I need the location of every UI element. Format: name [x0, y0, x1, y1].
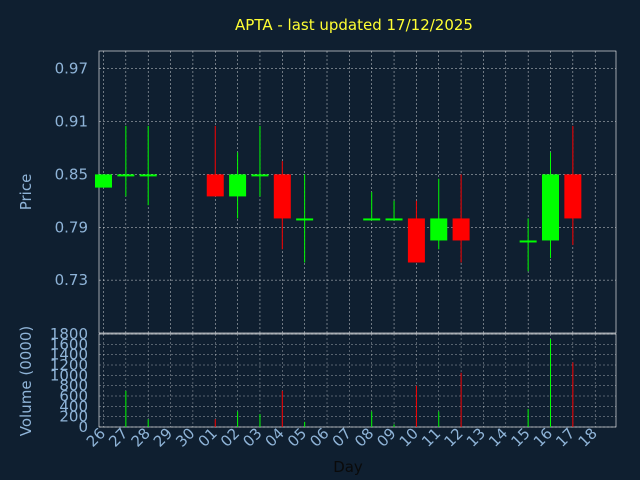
volume-tick-label: 1000	[50, 366, 88, 384]
volume-tick-label: 600	[59, 387, 88, 405]
candle-body	[363, 218, 381, 221]
volume-tick-label: 200	[59, 408, 88, 426]
candle-body	[519, 240, 537, 243]
candle-body	[251, 174, 269, 177]
price-tick-label: 0.73	[55, 271, 88, 289]
candle-body	[229, 174, 247, 197]
candle-body	[542, 174, 559, 241]
volume-tick-label: 1800	[50, 325, 88, 343]
candle-body	[564, 174, 582, 219]
volume-tick-label: 400	[59, 397, 88, 415]
day-tick-label: 18	[575, 424, 601, 450]
candles	[95, 125, 582, 272]
volume-panel	[98, 333, 617, 428]
price-tick-labels: 0.97 0.91 0.85 0.79 0.73	[55, 60, 88, 290]
candle-body	[139, 174, 157, 177]
grid-lines	[99, 51, 616, 428]
day-tick-labels: 2627282930010203040506070809101112131415…	[83, 424, 601, 450]
candle-body	[385, 218, 403, 221]
x-axis-label: Day	[333, 458, 363, 476]
candle-body	[273, 174, 291, 219]
chart-title: APTA - last updated 17/12/2025	[235, 16, 473, 34]
price-tick-label: 0.85	[55, 165, 88, 183]
price-tick-label: 0.91	[55, 113, 88, 131]
price-panel	[98, 50, 617, 334]
volume-tick-label: 1400	[50, 346, 88, 364]
volume-axis-label: Volume (0000)	[17, 326, 35, 436]
candle-body	[430, 218, 448, 241]
volume-tick-label: 800	[59, 377, 88, 395]
candle-body	[95, 174, 112, 188]
candle-body	[117, 174, 135, 177]
price-tick-label: 0.97	[55, 60, 88, 78]
candle-body	[452, 218, 470, 241]
price-axis-label: Price	[17, 174, 35, 211]
candle-body	[206, 174, 224, 197]
volume-tick-label: 0	[78, 418, 88, 436]
volume-tick-label: 1200	[50, 356, 88, 374]
candle-body	[296, 218, 314, 221]
volume-bars	[125, 339, 574, 427]
candle-body	[407, 218, 425, 263]
price-tick-label: 0.79	[55, 218, 88, 236]
volume-tick-label: 1600	[50, 335, 88, 353]
